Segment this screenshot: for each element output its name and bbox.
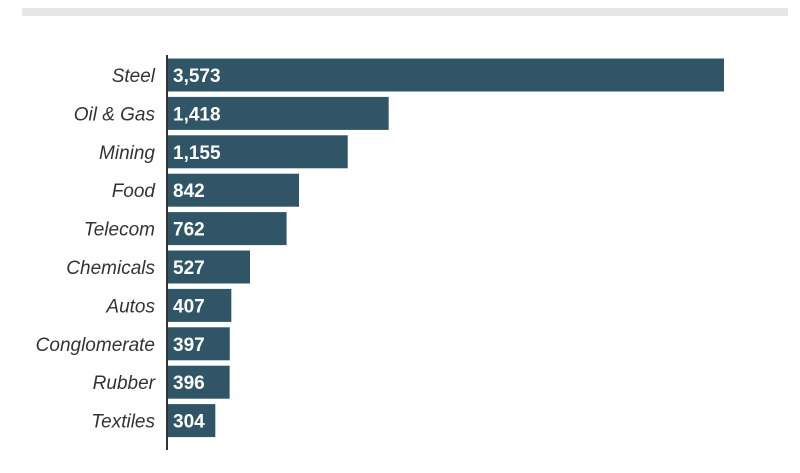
category-label: Steel [112, 66, 156, 87]
category-label: Textiles [91, 412, 155, 433]
bar-rubber [168, 365, 230, 399]
bar-food [168, 173, 300, 207]
bar-steel [168, 58, 724, 92]
value-label: 762 [173, 220, 205, 241]
category-label: Conglomerate [36, 335, 155, 356]
bar-conglomerate [168, 327, 230, 361]
category-label: Rubber [93, 373, 156, 394]
value-label: 3,573 [173, 66, 221, 87]
category-label: Food [112, 181, 157, 202]
bar-mining [168, 135, 348, 169]
value-label: 527 [173, 258, 205, 279]
bar-telecom [168, 212, 287, 246]
category-label: Autos [105, 296, 155, 317]
value-label: 397 [173, 335, 205, 356]
value-label: 1,418 [173, 104, 221, 125]
value-label: 396 [173, 373, 205, 394]
bar-textiles [168, 404, 216, 438]
category-label: Chemicals [66, 258, 155, 279]
value-label: 1,155 [173, 143, 221, 164]
bar-oil-gas [168, 96, 389, 130]
bar-chemicals [168, 250, 251, 284]
value-label: 407 [173, 296, 205, 317]
value-label: 842 [173, 181, 205, 202]
bar-autos [168, 288, 232, 322]
top-divider [22, 8, 788, 16]
bars-group: Steel 3,573 Oil & Gas 1,418 Mining 1,155 Food 8… [36, 58, 724, 438]
category-label: Telecom [84, 220, 155, 241]
category-label: Oil & Gas [74, 104, 156, 125]
category-label: Mining [99, 143, 155, 164]
value-label: 304 [173, 412, 205, 433]
